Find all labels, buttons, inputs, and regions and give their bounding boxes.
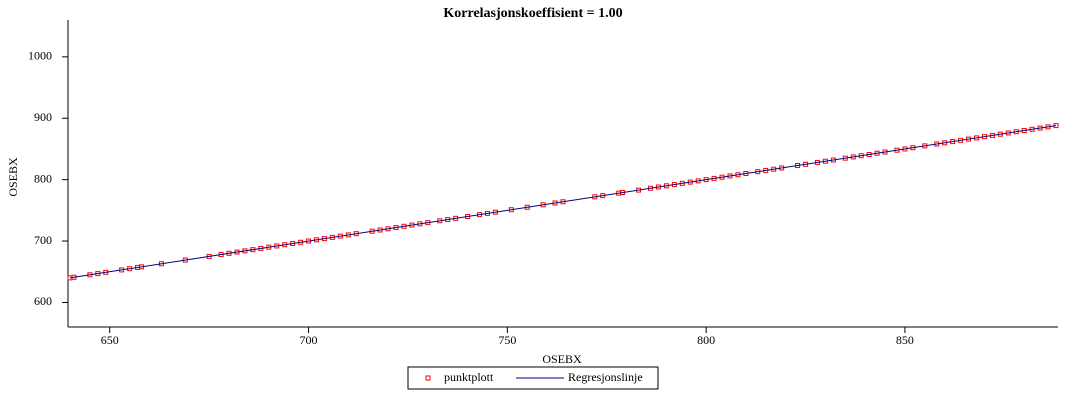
x-axis-label: OSEBX bbox=[542, 352, 582, 366]
y-tick-label: 700 bbox=[34, 233, 52, 247]
y-tick-label: 1000 bbox=[28, 49, 52, 63]
y-tick-label: 600 bbox=[34, 294, 52, 308]
legend-label: Regresjonslinje bbox=[568, 370, 643, 384]
x-tick-label: 650 bbox=[101, 333, 119, 347]
regression-line bbox=[69, 125, 1057, 279]
y-axis-label: OSEBX bbox=[6, 157, 20, 197]
chart-title: Korrelasjonskoeffisient = 1.00 bbox=[443, 6, 622, 21]
legend-marker bbox=[425, 375, 431, 381]
x-tick-label: 800 bbox=[697, 333, 715, 347]
x-tick-label: 750 bbox=[498, 333, 516, 347]
y-tick-label: 800 bbox=[34, 171, 52, 185]
y-tick-label: 900 bbox=[34, 110, 52, 124]
x-tick-label: 850 bbox=[896, 333, 914, 347]
x-tick-label: 700 bbox=[300, 333, 318, 347]
legend-label: punktplott bbox=[444, 370, 494, 384]
